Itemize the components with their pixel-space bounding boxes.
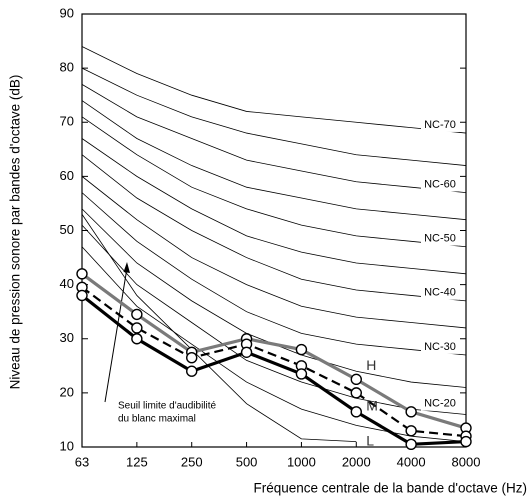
y-tick-label: 60 xyxy=(60,168,74,183)
annotation-line: du blanc maximal xyxy=(118,414,196,425)
marker xyxy=(186,351,198,364)
nc-curve xyxy=(81,176,467,329)
marker xyxy=(350,373,362,386)
nc-curve xyxy=(81,84,467,194)
marker xyxy=(295,343,308,356)
marker xyxy=(460,435,472,448)
x-tick-label: 2000 xyxy=(342,454,371,469)
nc-label: NC-30 xyxy=(424,341,456,353)
marker xyxy=(131,308,143,321)
nc-label-bg xyxy=(421,231,459,246)
nc-curve xyxy=(81,192,467,356)
annotation-line: Seuil limite d'audibilité xyxy=(118,401,217,412)
x-tick-label: 125 xyxy=(126,454,148,469)
nc-curve xyxy=(81,154,467,302)
marker xyxy=(131,333,143,345)
y-tick-label: 40 xyxy=(60,276,74,291)
series-label: H xyxy=(366,357,376,373)
marker xyxy=(186,365,198,377)
nc-curve xyxy=(81,224,467,415)
annotation-arrow xyxy=(104,267,128,403)
nc-curve xyxy=(81,246,467,442)
x-axis-title: Fréquence centrale de la bande d'octave … xyxy=(254,481,528,496)
x-tick-label: 1000 xyxy=(287,454,316,469)
nc-label-bg xyxy=(421,117,459,132)
nc-label: NC-60 xyxy=(424,178,456,190)
series-line xyxy=(81,294,467,446)
nc-label: NC-20 xyxy=(424,398,456,410)
y-tick-label: 30 xyxy=(60,330,74,345)
marker xyxy=(295,368,308,380)
y-axis-title: Niveau de pression sonore par bandes d'o… xyxy=(8,75,23,390)
nc-curve xyxy=(81,67,467,166)
annotation-arrowhead xyxy=(123,262,130,273)
y-tick-label: 70 xyxy=(60,114,74,129)
y-tick-label: 10 xyxy=(60,438,74,453)
marker xyxy=(405,406,417,418)
y-tick-label: 80 xyxy=(60,60,74,75)
x-tick-label: 250 xyxy=(181,454,203,469)
nc-label: NC-40 xyxy=(424,287,456,299)
nc-curve xyxy=(81,138,467,275)
nc-label-bg xyxy=(421,339,459,354)
y-tick-label: 50 xyxy=(60,222,74,237)
marker xyxy=(405,438,417,450)
x-tick-label: 63 xyxy=(75,454,89,469)
marker xyxy=(240,346,253,358)
marker xyxy=(131,322,143,334)
series-line xyxy=(81,286,467,438)
y-tick-label: 20 xyxy=(60,384,74,399)
x-tick-label: 500 xyxy=(236,454,258,469)
nc-label: NC-50 xyxy=(424,233,456,245)
nc-label-bg xyxy=(421,177,459,192)
nc-label-bg xyxy=(421,285,459,300)
threshold-curve xyxy=(81,214,357,442)
marker xyxy=(76,268,88,280)
marker xyxy=(350,387,362,399)
plot-frame xyxy=(81,13,467,448)
x-tick-label: 4000 xyxy=(397,454,426,469)
nc-curve xyxy=(81,116,467,248)
nc-label-bg xyxy=(421,396,459,411)
x-tick-label: 8000 xyxy=(452,454,481,469)
nc-curve xyxy=(81,46,467,134)
marker xyxy=(405,425,417,437)
series-label: M xyxy=(366,398,378,414)
y-tick-label: 90 xyxy=(60,5,74,20)
marker xyxy=(350,406,362,418)
nc-curve xyxy=(81,100,467,221)
series-label: L xyxy=(366,433,374,449)
marker xyxy=(76,289,88,302)
series-line xyxy=(81,272,467,430)
nc-label: NC-70 xyxy=(424,119,456,131)
